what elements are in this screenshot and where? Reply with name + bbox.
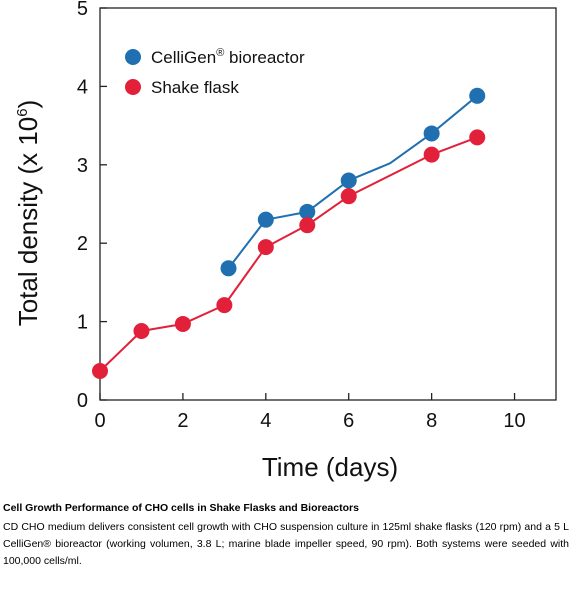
caption-body: CD CHO medium delivers consistent cell g…: [3, 521, 569, 568]
data-point-celligen: [220, 260, 237, 277]
x-tick-label: 10: [503, 410, 525, 432]
x-axis-ticks: 0 2 4 6 8 10: [94, 393, 526, 432]
data-point-shake-flask: [92, 362, 108, 379]
y-tick-label: 2: [77, 233, 88, 255]
data-point-shake-flask: [340, 188, 357, 205]
legend-marker-celligen: [125, 49, 141, 65]
caption-title: Cell Growth Performance of CHO cells in …: [3, 502, 359, 514]
data-point-celligen: [257, 211, 274, 228]
chart: 0 1 2 3 4 5 0 2 4 6 8 10 CelliGen® bioreactor Shake…: [13, 0, 557, 482]
legend-label-shake-flask: Shake flask: [151, 78, 239, 97]
x-tick-label: 4: [260, 410, 271, 432]
y-axis-ticks: 0 1 2 3 4 5: [77, 0, 107, 412]
series-line-shake-flask: [99, 136, 478, 372]
legend: CelliGen® bioreactor Shake flask: [125, 47, 305, 97]
x-tick-label: 6: [343, 410, 354, 432]
y-tick-label: 1: [77, 312, 88, 334]
y-tick-label: 3: [77, 155, 88, 177]
data-point-celligen: [299, 203, 316, 220]
data-point-celligen: [423, 125, 440, 142]
figure-caption: Cell Growth Performance of CHO cells in …: [3, 502, 569, 570]
data-point-shake-flask: [133, 323, 150, 340]
data-point-shake-flask: [469, 129, 486, 146]
x-tick-label: 8: [426, 410, 437, 432]
data-point-celligen: [469, 87, 486, 104]
series-layer: [92, 87, 486, 379]
data-point-shake-flask: [174, 315, 191, 332]
x-axis-label: Time (days): [262, 452, 398, 482]
y-tick-label: 4: [77, 76, 88, 98]
data-point-shake-flask: [216, 297, 233, 314]
legend-label-celligen: CelliGen® bioreactor: [151, 47, 305, 67]
x-tick-label: 2: [177, 410, 188, 432]
y-tick-label: 5: [77, 0, 88, 20]
legend-marker-shake-flask: [125, 79, 141, 95]
data-point-shake-flask: [257, 239, 274, 256]
plot-frame: [99, 7, 557, 401]
x-tick-label: 0: [94, 410, 105, 432]
data-point-shake-flask: [299, 217, 316, 234]
y-tick-label: 0: [77, 390, 88, 412]
y-axis-label: Total density (x 106): [13, 100, 43, 327]
data-point-shake-flask: [423, 146, 440, 163]
data-point-celligen: [340, 172, 357, 189]
